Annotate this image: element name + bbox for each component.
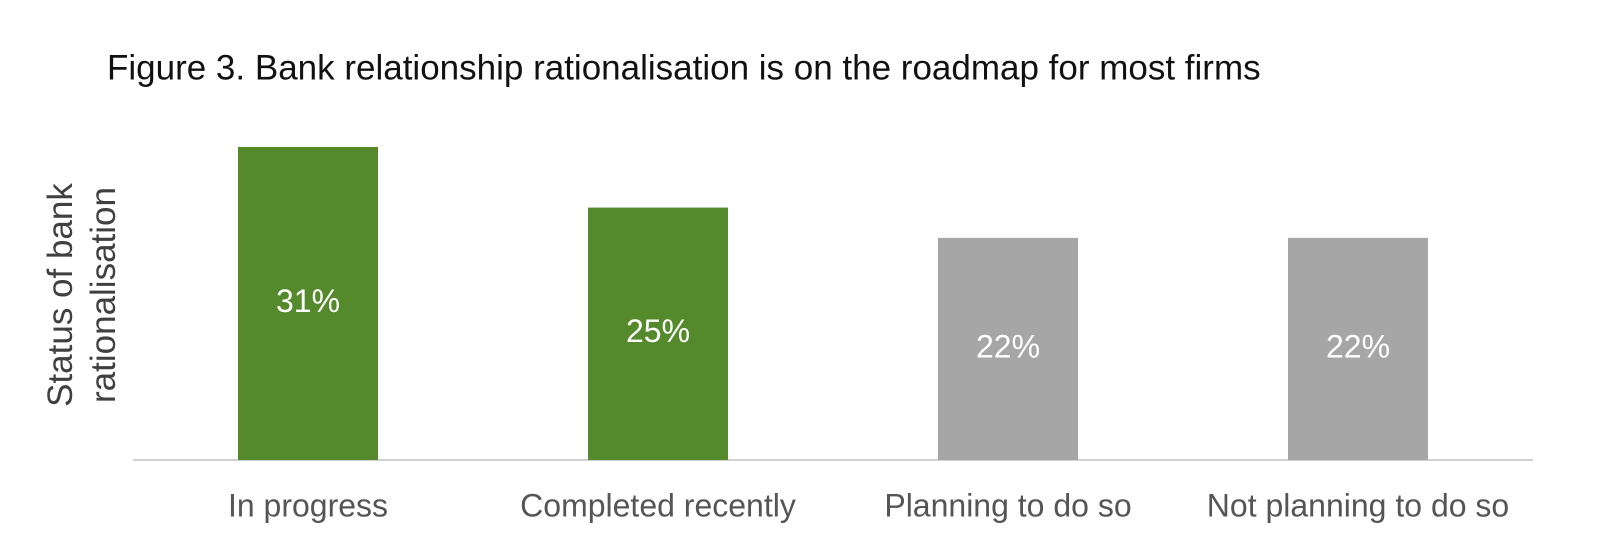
value-label: 22% — [976, 328, 1040, 364]
bar — [588, 207, 728, 460]
bar — [938, 237, 1078, 460]
x-tick-label: Completed recently — [520, 487, 796, 523]
y-axis-label: Status of bank rationalisation — [41, 183, 123, 407]
x-tick-label: Planning to do so — [884, 487, 1131, 523]
bar — [238, 147, 378, 460]
chart-title: Figure 3. Bank relationship rationalisat… — [107, 48, 1261, 87]
value-label: 31% — [276, 283, 340, 319]
x-tick-label: In progress — [228, 487, 388, 523]
x-tick-label: Not planning to do so — [1207, 487, 1509, 523]
bar — [1288, 237, 1428, 460]
value-label: 25% — [626, 313, 690, 349]
value-label: 22% — [1326, 328, 1390, 364]
